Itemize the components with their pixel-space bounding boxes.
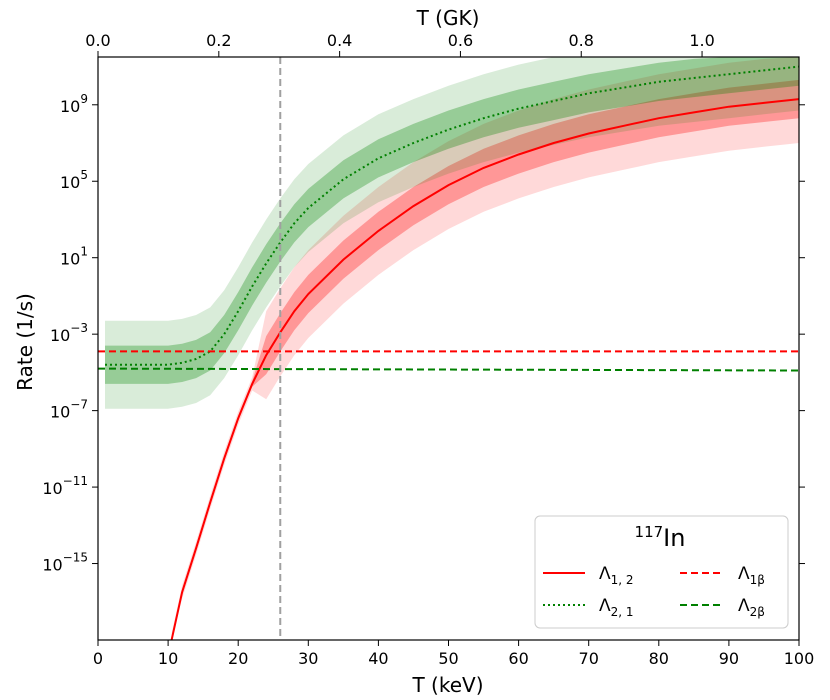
y-tick-label: 109 <box>60 92 88 116</box>
legend-label-l2b: Λ2β <box>738 596 765 619</box>
legend-box <box>534 515 789 629</box>
x2-tick-label: 0.2 <box>206 31 231 50</box>
x2-tick-label: 0.4 <box>327 31 352 50</box>
y-tick-label: 10−11 <box>42 474 88 498</box>
x-tick-label: 20 <box>228 649 248 668</box>
x-tick-label: 80 <box>649 649 669 668</box>
y-tick-label: 10−7 <box>50 398 88 422</box>
band-outer-l12 <box>171 57 799 640</box>
uncertainty-bands <box>105 57 799 640</box>
legend-label-l21: Λ2, 1 <box>599 596 634 619</box>
series-line-l2b <box>98 367 799 372</box>
x-axis-title: T (keV) <box>411 673 483 697</box>
y-tick-label: 10−15 <box>42 551 88 575</box>
y-tick-label: 101 <box>60 245 88 269</box>
x-tick-label: 40 <box>368 649 388 668</box>
x2-tick-label: 0.6 <box>448 31 473 50</box>
x-tick-label: 100 <box>784 649 815 668</box>
y-tick-label: 10−3 <box>50 321 88 345</box>
legend-title-element: In <box>663 524 685 552</box>
legend-title-mass: 117 <box>635 523 664 541</box>
x-tick-label: 0 <box>93 649 103 668</box>
legend-label-l12: Λ1, 2 <box>599 564 634 587</box>
x-tick-label: 70 <box>579 649 599 668</box>
axis-ticks: 0 10 20 30 40 50 60 70 80 90 100 0.0 0.2 0.4 0.6 0.8 1.0… <box>42 31 814 668</box>
y-axis-title: Rate (1/s) <box>13 293 37 391</box>
y-tick-label: 105 <box>60 168 88 192</box>
x2-axis-title: T (GK) <box>416 6 480 30</box>
x-tick-label: 50 <box>438 649 458 668</box>
x2-tick-label: 1.0 <box>689 31 714 50</box>
legend-title: 117In <box>635 523 686 552</box>
band-outer-l21 <box>105 57 799 409</box>
x2-tick-label: 0.8 <box>569 31 594 50</box>
x-tick-label: 60 <box>508 649 528 668</box>
legend: 117In Λ1, 2 Λ1β Λ2, 1 Λ2β <box>534 515 789 629</box>
x-tick-label: 30 <box>298 649 318 668</box>
band-inner-l21 <box>105 57 799 384</box>
series-line-l12 <box>170 98 799 640</box>
x-tick-label: 90 <box>719 649 739 668</box>
x-tick-label: 10 <box>158 649 178 668</box>
legend-label-l1b: Λ1β <box>738 564 765 587</box>
series-lines <box>98 65 799 640</box>
x2-tick-label: 0.0 <box>85 31 110 50</box>
